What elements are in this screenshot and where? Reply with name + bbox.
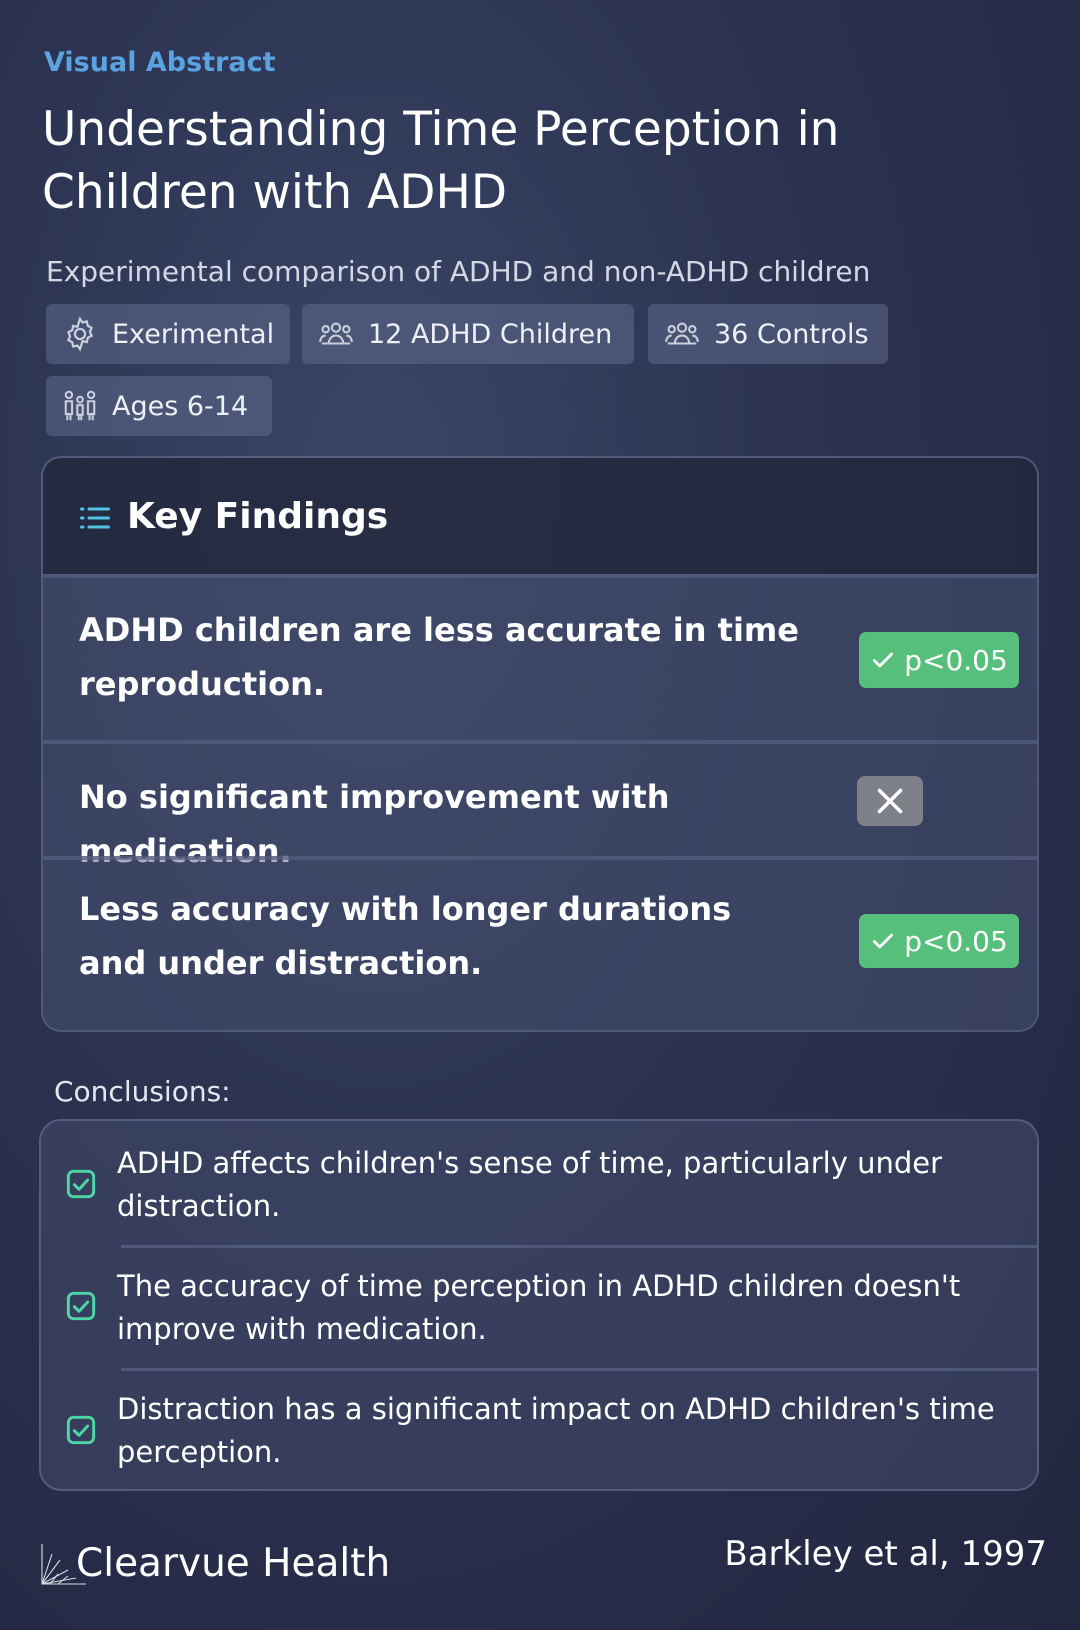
finding-text: ADHD children are less accurate in time … <box>79 611 799 703</box>
key-findings-header: Key Findings <box>43 458 1037 574</box>
family-icon <box>60 386 100 426</box>
citation: Barkley et al, 1997 <box>724 1534 1047 1574</box>
finding-row: No significant improvement with medicati… <box>43 740 1037 870</box>
brand-logo: Clearvue Health <box>40 1540 390 1586</box>
key-findings-title: Key Findings <box>127 495 389 537</box>
conclusion-text: Distraction has a significant impact on … <box>117 1392 995 1469</box>
conclusion-item: The accuracy of time perception in ADHD … <box>41 1245 1037 1369</box>
not-significant-badge <box>857 776 923 826</box>
chip-controls-count: 36 Controls <box>648 304 888 364</box>
conclusion-text: ADHD affects children's sense of time, p… <box>117 1146 943 1223</box>
list-icon <box>77 492 127 540</box>
key-findings-card: Key Findings ADHD children are less accu… <box>41 456 1039 1032</box>
page-subtitle: Experimental comparison of ADHD and non-… <box>46 255 871 288</box>
significance-badge: p<0.05 <box>859 914 1019 968</box>
finding-text: Less accuracy with longer durations and … <box>79 890 732 982</box>
conclusion-item: Distraction has a significant impact on … <box>41 1368 1037 1489</box>
check-icon <box>873 652 894 668</box>
logo-mark-icon <box>41 1544 86 1585</box>
finding-text: No significant improvement with medicati… <box>79 778 670 870</box>
divider <box>121 1368 1037 1371</box>
chip-label: Ages 6-14 <box>112 390 249 422</box>
chip-label: 36 Controls <box>714 318 869 350</box>
badge-label: p<0.05 <box>904 924 1008 958</box>
divider <box>121 1245 1037 1248</box>
conclusion-item: ADHD affects children's sense of time, p… <box>41 1121 1037 1245</box>
chip-study-type: Exerimental <box>46 304 290 364</box>
conclusions-label: Conclusions: <box>54 1075 231 1108</box>
finding-row: Less accuracy with longer durations and … <box>43 856 1037 1030</box>
eyebrow-label: Visual Abstract <box>44 47 276 78</box>
group-icon <box>662 314 702 354</box>
page-title: Understanding Time Perception in Childre… <box>42 102 840 220</box>
checkbox-checked-icon <box>66 1169 96 1199</box>
chip-label: 12 ADHD Children <box>368 318 613 350</box>
checkbox-checked-icon <box>66 1415 96 1445</box>
gear-icon <box>60 314 100 354</box>
conclusions-card: ADHD affects children's sense of time, p… <box>39 1119 1039 1491</box>
chip-adhd-count: 12 ADHD Children <box>302 304 634 364</box>
brand-name: Clearvue Health <box>76 1541 391 1586</box>
check-icon <box>873 933 894 949</box>
conclusion-text: The accuracy of time perception in ADHD … <box>117 1269 961 1346</box>
chip-age-range: Ages 6-14 <box>46 376 272 436</box>
finding-row: ADHD children are less accurate in time … <box>43 574 1037 740</box>
group-icon <box>316 314 356 354</box>
checkbox-checked-icon <box>66 1291 96 1321</box>
significance-badge: p<0.05 <box>859 632 1019 688</box>
chip-label: Exerimental <box>112 318 275 350</box>
badge-label: p<0.05 <box>904 643 1008 677</box>
close-icon <box>877 788 903 814</box>
